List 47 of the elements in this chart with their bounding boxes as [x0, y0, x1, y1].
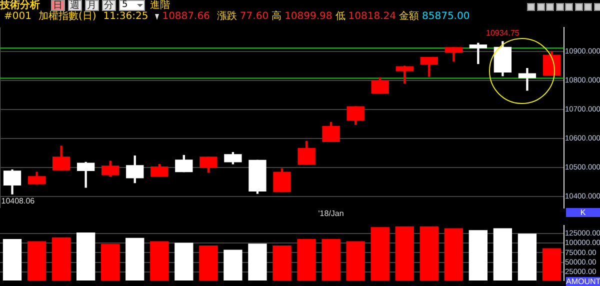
annotation: 10408.06 [1, 196, 36, 206]
bar [444, 228, 463, 280]
bar [174, 242, 194, 280]
chart-title: 技術分析 [0, 0, 40, 11]
bar [126, 238, 144, 280]
text: 高 [272, 11, 282, 22]
bar [248, 244, 267, 280]
bar [420, 226, 438, 280]
bar [199, 245, 218, 280]
bar [2, 238, 22, 280]
bar [101, 244, 120, 280]
bar [542, 248, 562, 280]
bar [52, 237, 71, 280]
bar [370, 227, 390, 280]
text: 11:36:25 [103, 11, 148, 22]
bar [346, 241, 365, 280]
text: 10899.98 [284, 11, 332, 22]
bar [322, 238, 340, 280]
text: 10887.66 [162, 11, 210, 22]
bar [27, 241, 46, 280]
bar [76, 232, 96, 280]
text: 進階 [150, 0, 170, 11]
text: 10818.24 [348, 11, 396, 22]
bar [493, 228, 512, 280]
annotation: 10934.75 [486, 28, 520, 38]
text: 分 [102, 0, 116, 11]
text: 77.60 [240, 11, 269, 22]
text: 5 [119, 0, 145, 11]
text: 週 [68, 0, 82, 11]
bar [224, 250, 242, 280]
text: 漲跌 [216, 11, 237, 22]
candlestick [469, 42, 488, 64]
bar [395, 226, 414, 280]
text: 月 [85, 0, 99, 11]
text: 加權指數(日) [38, 11, 96, 22]
bar [272, 245, 292, 280]
bar [150, 241, 169, 280]
text: 85875.00 [422, 11, 470, 22]
text: 金額 [399, 11, 419, 22]
bar [297, 238, 316, 280]
x-tick-label: '18/Jan [318, 209, 344, 218]
bar [518, 234, 537, 280]
text: 日 [51, 0, 65, 11]
bar [468, 230, 488, 280]
text: 低 [335, 11, 346, 22]
text: #001 [4, 11, 32, 22]
y-axis-title: K [566, 208, 600, 217]
